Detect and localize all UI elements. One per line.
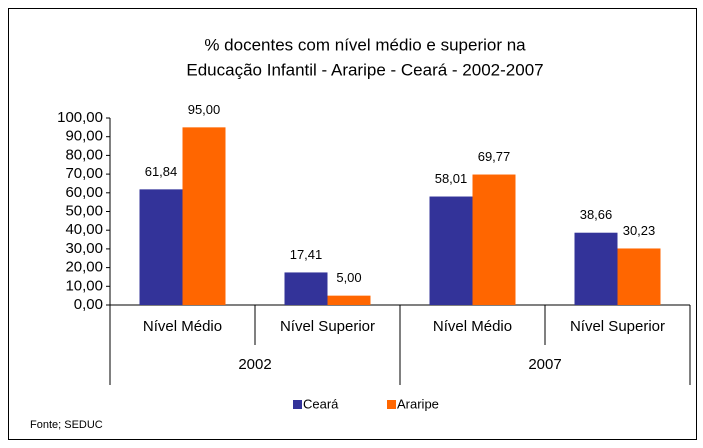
x-tick-label: Nível Superior	[570, 318, 665, 335]
chart-title: Educação Infantil - Araripe - Ceará - 20…	[186, 60, 543, 79]
group-label: 2007	[528, 356, 561, 373]
chart-title: % docentes com nível médio e superior na	[204, 35, 526, 54]
y-tick-label: 100,00	[57, 109, 103, 126]
group-label: 2002	[238, 356, 271, 373]
y-tick-label: 90,00	[65, 128, 103, 145]
bar	[617, 248, 661, 305]
y-tick-label: 40,00	[65, 221, 103, 238]
value-label: 5,00	[336, 270, 361, 285]
y-tick-label: 50,00	[65, 202, 103, 219]
bar	[574, 232, 618, 305]
value-label: 38,66	[580, 207, 613, 222]
y-tick-label: 30,00	[65, 240, 103, 257]
value-label: 61,84	[145, 164, 178, 179]
y-tick-label: 20,00	[65, 259, 103, 276]
x-tick-label: Nível Superior	[280, 318, 375, 335]
value-label: 69,77	[478, 149, 511, 164]
x-tick-label: Nível Médio	[143, 318, 222, 335]
value-label: 17,41	[290, 247, 323, 262]
bar	[472, 174, 516, 305]
legend-label: Ceará	[303, 396, 339, 411]
legend-swatch	[387, 400, 396, 409]
value-label: 30,23	[623, 223, 656, 238]
chart-frame	[8, 8, 697, 440]
bar	[327, 295, 371, 305]
legend-label: Araripe	[397, 396, 439, 411]
y-tick-label: 0,00	[74, 296, 103, 313]
y-tick-label: 60,00	[65, 184, 103, 201]
bar	[182, 127, 226, 305]
bar	[139, 189, 183, 305]
y-tick-label: 10,00	[65, 277, 103, 294]
legend-swatch	[293, 400, 302, 409]
bar	[429, 196, 473, 305]
x-tick-label: Nível Médio	[433, 318, 512, 335]
y-tick-label: 80,00	[65, 146, 103, 163]
source-note: Fonte; SEDUC	[30, 419, 103, 431]
bar	[284, 272, 328, 305]
y-tick-label: 70,00	[65, 165, 103, 182]
value-label: 95,00	[188, 102, 221, 117]
value-label: 58,01	[435, 171, 468, 186]
